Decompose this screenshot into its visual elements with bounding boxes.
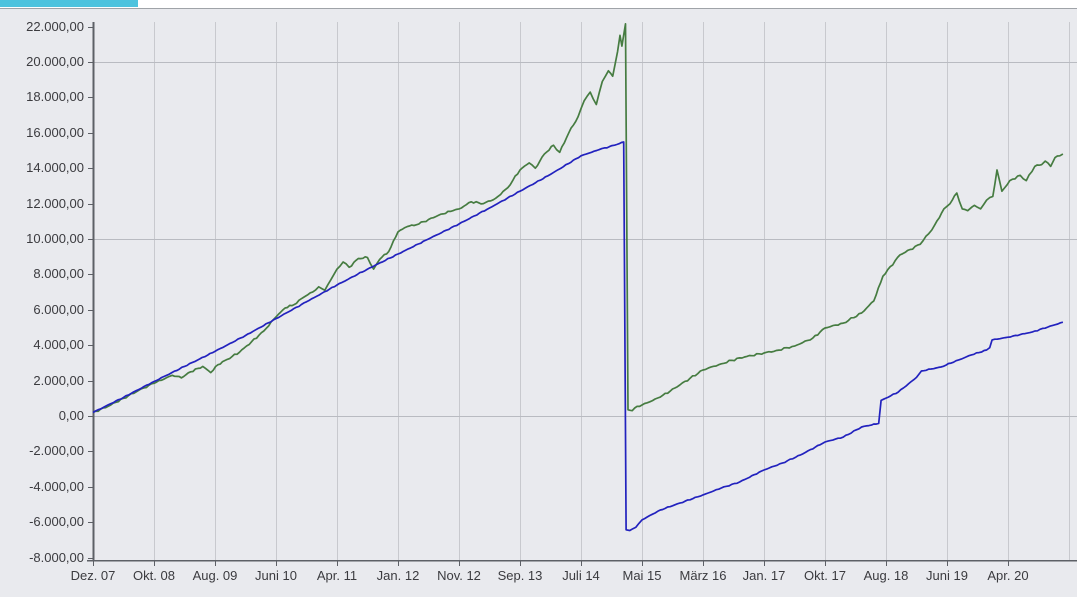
y-axis-ticks [88, 27, 93, 559]
x-tick-label: Apr. 20 [987, 568, 1029, 583]
y-tick-label: -6.000,00 [29, 514, 84, 530]
y-tick-label: 22.000,00 [26, 18, 84, 34]
x-tick-label: Aug. 18 [863, 568, 909, 583]
green-series-line [92, 23, 1064, 414]
x-tick-label: Okt. 08 [133, 568, 175, 583]
x-tick-label: Aug. 09 [192, 568, 238, 583]
y-tick-label: 4.000,00 [33, 337, 84, 353]
x-tick-label: Apr. 11 [316, 568, 358, 583]
x-tick-label: Jan. 12 [376, 568, 420, 583]
y-tick-label: 12.000,00 [26, 195, 84, 211]
x-tick-label: Sep. 13 [497, 568, 543, 583]
x-tick-label: Juli 14 [562, 568, 600, 583]
tab-strip[interactable] [0, 0, 1077, 9]
y-tick-label: 14.000,00 [26, 160, 84, 176]
x-tick-label: März 16 [679, 568, 727, 583]
x-tick-label: Nov. 12 [437, 568, 481, 583]
horizontal-gridlines [93, 62, 1077, 417]
chart-canvas [87, 22, 1077, 566]
equity-curve-chart[interactable]: 22.000,00 20.000,00 18.000,00 16.000,00 14.0… [0, 9, 1077, 597]
y-tick-label: 16.000,00 [26, 124, 84, 140]
y-tick-label: 8.000,00 [33, 266, 84, 282]
x-tick-label: Dez. 07 [70, 568, 116, 583]
y-tick-label: 20.000,00 [26, 54, 84, 69]
y-tick-label: 2.000,00 [33, 372, 84, 388]
y-tick-label: -4.000,00 [29, 478, 84, 494]
y-tick-label: 18.000,00 [26, 89, 84, 105]
active-tab-indicator [0, 0, 138, 7]
blue-series-line [92, 141, 1064, 532]
y-tick-label: 0,00 [58, 408, 84, 423]
y-tick-label: -2.000,00 [29, 443, 84, 459]
x-tick-label: Okt. 17 [804, 568, 846, 583]
x-tick-label: Jan. 17 [742, 568, 786, 583]
x-axis-ticks [93, 560, 1009, 566]
y-tick-label: -8.000,00 [29, 549, 84, 565]
x-tick-label: Juni 19 [926, 568, 968, 583]
vertical-gridlines [93, 22, 1070, 560]
y-tick-label: 6.000,00 [33, 301, 84, 317]
x-tick-label: Juni 10 [255, 568, 297, 583]
x-tick-label: Mai 15 [622, 568, 662, 583]
y-tick-label: 10.000,00 [26, 231, 84, 246]
